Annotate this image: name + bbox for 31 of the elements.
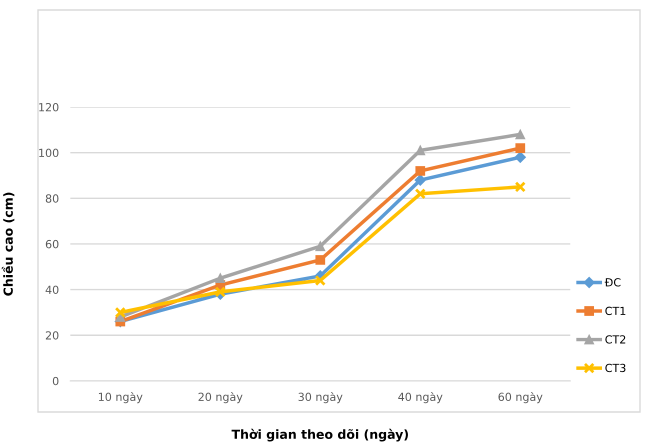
point bbox=[114, 306, 126, 318]
y-tick-label: 40 bbox=[46, 286, 58, 294]
y-tick-label: 120 bbox=[39, 103, 58, 112]
y-axis-title: Chiều cao (cm) bbox=[2, 192, 14, 296]
x-tick-label: 20 ngày bbox=[198, 392, 243, 404]
point bbox=[415, 166, 426, 176]
x-tick-label: 10 ngày bbox=[98, 392, 143, 404]
point bbox=[315, 241, 326, 252]
x-tick-label: 40 ngày bbox=[398, 392, 443, 404]
point bbox=[514, 181, 526, 192]
y-tick-label: 100 bbox=[39, 148, 58, 158]
point bbox=[414, 188, 426, 200]
point bbox=[514, 152, 526, 163]
x-axis-title: Thời gian theo dõi (ngày) bbox=[232, 428, 408, 442]
y-tick-label: 0 bbox=[52, 376, 58, 386]
legend-label: CT1 bbox=[605, 306, 626, 316]
y-tick-label: 80 bbox=[46, 194, 58, 203]
y-tick-label: 20 bbox=[46, 331, 58, 340]
point bbox=[214, 286, 226, 298]
x-tick-label: 30 ngày bbox=[298, 392, 343, 404]
point bbox=[314, 274, 326, 286]
x-tick-label: 60 ngày bbox=[498, 392, 543, 404]
legend-label: CT3 bbox=[605, 364, 626, 372]
y-tick-label: 60 bbox=[46, 240, 58, 248]
legend-label: ĐC bbox=[604, 278, 620, 287]
point bbox=[315, 255, 326, 265]
point bbox=[515, 130, 526, 140]
point bbox=[414, 174, 426, 186]
point bbox=[515, 143, 526, 153]
legend-label: CT2 bbox=[605, 335, 626, 344]
point bbox=[215, 273, 226, 284]
